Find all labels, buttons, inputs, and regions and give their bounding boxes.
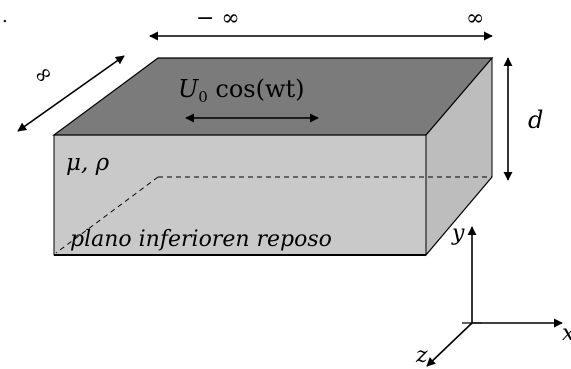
velocity-expression: cos(wt) <box>208 75 305 103</box>
velocity-subscript: 0 <box>198 88 208 106</box>
depth-infinity-label: ∞ <box>29 60 58 91</box>
fluid-properties-label: μ, ρ <box>66 150 110 176</box>
plus-infinity-label: ∞ <box>466 6 484 31</box>
x-axis-label: x <box>562 321 571 346</box>
minus-infinity-label: − ∞ <box>196 6 240 31</box>
height-label: d <box>528 106 543 134</box>
velocity-symbol: U <box>178 75 199 103</box>
velocity-label: U0 cos(wt) <box>178 75 305 106</box>
z-axis <box>427 323 472 366</box>
y-axis-label: y <box>451 221 465 246</box>
z-axis-label: z <box>415 343 428 368</box>
stray-mark: . <box>2 6 8 27</box>
bottom-plate-label: plano inferioren reposo <box>70 227 332 252</box>
